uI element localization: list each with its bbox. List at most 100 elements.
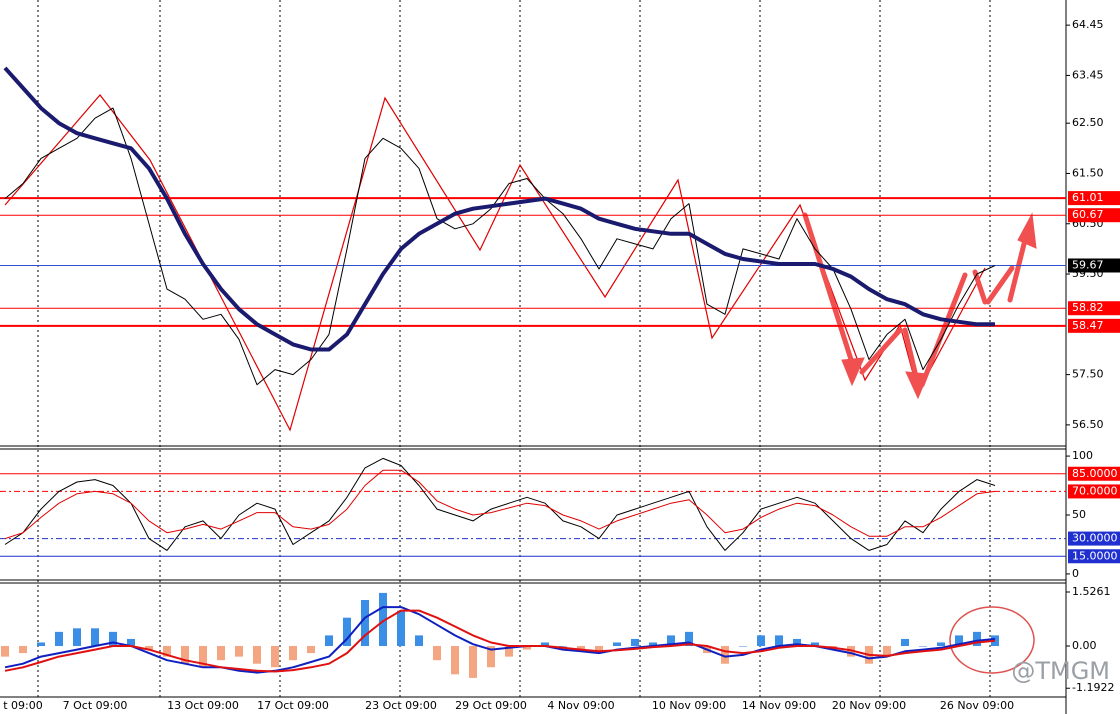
x-tick-label: 13 Oct 09:00	[167, 699, 239, 712]
series-line	[4, 609, 996, 673]
x-tick-label: 17 Oct 09:00	[257, 699, 329, 712]
level-label-box	[1068, 318, 1120, 333]
histogram-bar	[163, 646, 171, 657]
histogram-bar	[811, 642, 819, 647]
y-tick-label: 0	[1072, 567, 1079, 580]
y-tick-label: 57.50	[1072, 368, 1104, 381]
y-tick-label: 62.50	[1072, 116, 1104, 129]
histogram-bar	[379, 592, 387, 647]
histogram-bar	[1, 646, 9, 657]
level-label: 30.0000	[1072, 532, 1118, 545]
histogram-bar	[91, 628, 99, 647]
histogram-bar	[721, 646, 729, 664]
histogram-bar	[541, 642, 549, 647]
x-tick-label: 29 Oct 09:00	[455, 699, 527, 712]
x-tick-label: 4 Nov 09:00	[547, 699, 614, 712]
arrow-head	[841, 357, 865, 387]
time-grid	[37, 0, 991, 697]
histogram-bar	[181, 646, 189, 664]
histogram-bar	[667, 635, 675, 647]
level-label: 58.47	[1072, 319, 1104, 332]
histogram-bar	[145, 646, 153, 650]
histogram-bar	[199, 646, 207, 668]
y-tick-label: -1.1922	[1072, 681, 1114, 694]
histogram-bar	[487, 646, 495, 668]
histogram-bar	[127, 638, 135, 647]
x-tick-label: 23 Oct 09:00	[365, 699, 437, 712]
watermark: @TMGM	[1011, 657, 1110, 685]
arrow-head	[905, 371, 929, 400]
histogram-bar	[775, 635, 783, 647]
level-label: 61.01	[1072, 191, 1104, 204]
histogram-bar	[577, 646, 585, 650]
y-tick-label: 50	[1072, 508, 1086, 521]
histogram-bar	[685, 631, 693, 647]
arrow-head	[1017, 212, 1037, 249]
y-tick-label: 1.5261	[1072, 585, 1111, 598]
histogram-bar	[343, 617, 351, 647]
annotation-arrows	[802, 212, 1037, 400]
x-tick-label: 14 Nov 09:00	[742, 699, 816, 712]
y-tick-label: 63.45	[1072, 68, 1104, 81]
level-label-box	[1068, 484, 1120, 499]
histogram-bar	[883, 646, 891, 657]
histogram-bar	[955, 635, 963, 647]
histogram-bar	[307, 646, 315, 654]
histogram-bar	[361, 599, 369, 647]
highlight-circle	[949, 606, 1035, 674]
histogram-bar	[469, 646, 477, 678]
y-tick-label: 0.00	[1072, 639, 1097, 652]
histogram-bar	[271, 646, 279, 668]
series-line	[4, 469, 996, 540]
x-tick-label: 7 Oct 09:00	[63, 699, 128, 712]
histogram-bar	[919, 646, 927, 647]
level-label-box	[1068, 208, 1120, 223]
histogram-bar	[235, 646, 243, 657]
histogram-bar	[523, 646, 531, 650]
y-tick-label: 100	[1072, 449, 1093, 462]
level-label-box	[1068, 258, 1120, 273]
series-line	[4, 457, 996, 551]
histogram-bar	[613, 642, 621, 647]
level-label-box	[1068, 531, 1120, 546]
histogram-bar	[793, 638, 801, 647]
histogram-bar	[73, 628, 81, 647]
arrow	[919, 272, 968, 388]
x-tick-label: t 09:00	[3, 699, 43, 712]
histogram-bar	[289, 646, 297, 661]
level-label: 59.67	[1072, 258, 1104, 271]
histogram-bar	[649, 642, 657, 647]
histogram-bar	[55, 631, 63, 647]
histogram-bar	[901, 638, 909, 647]
series-line	[4, 606, 996, 674]
level-label: 85.0000	[1072, 467, 1118, 480]
histogram-bar	[415, 635, 423, 647]
histogram-bar	[739, 646, 747, 647]
level-label-box	[1068, 191, 1120, 206]
arrow	[972, 269, 988, 305]
histogram-bar	[595, 646, 603, 654]
arrow	[859, 327, 903, 375]
histogram-bar	[757, 635, 765, 647]
histogram-bar	[505, 646, 513, 657]
pane-borders	[0, 0, 1067, 714]
level-label-box	[1068, 549, 1120, 564]
series-line	[4, 107, 996, 386]
x-tick-label: 26 Nov 09:00	[940, 699, 1014, 712]
histogram-bar	[433, 646, 441, 661]
level-label: 15.0000	[1072, 549, 1118, 562]
level-label: 70.0000	[1072, 484, 1118, 497]
arrow	[985, 265, 1015, 305]
y-tick-label: 56.50	[1072, 418, 1104, 431]
histogram-bar	[217, 646, 225, 661]
level-label-box	[1068, 466, 1120, 481]
histogram-bar	[19, 646, 27, 654]
histogram-bar	[631, 638, 639, 647]
histogram-bar	[973, 631, 981, 647]
histogram-bar	[559, 646, 567, 647]
histogram-bar	[253, 646, 261, 664]
level-label: 60.67	[1072, 208, 1104, 221]
x-tick-label: 20 Nov 09:00	[832, 699, 906, 712]
